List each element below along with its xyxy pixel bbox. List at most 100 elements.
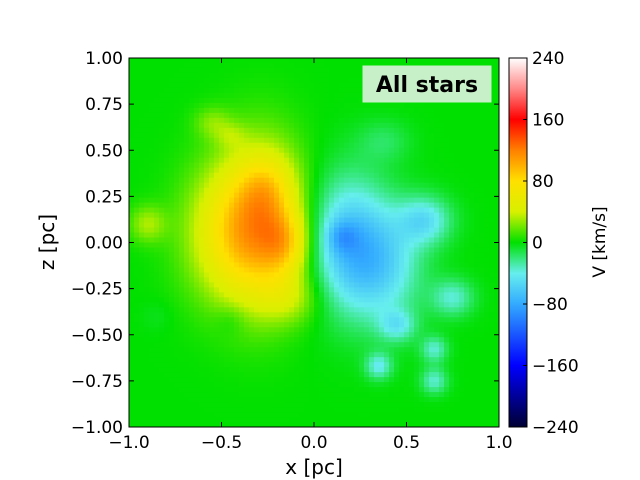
heatmap-cell xyxy=(369,222,375,229)
heatmap-cell xyxy=(149,307,155,313)
heatmap-cell xyxy=(154,417,160,423)
heatmap-cell xyxy=(299,302,305,308)
heatmap-cell xyxy=(429,132,435,139)
heatmap-cell xyxy=(169,287,175,293)
heatmap-cell xyxy=(384,342,390,348)
heatmap-cell xyxy=(394,327,400,333)
heatmap-cell xyxy=(199,227,205,234)
heatmap-cell xyxy=(284,87,290,94)
heatmap-cell xyxy=(439,382,445,388)
heatmap-cell xyxy=(419,237,425,244)
heatmap-cell xyxy=(189,372,195,378)
heatmap-cell xyxy=(294,67,300,74)
heatmap-cell xyxy=(359,177,365,184)
heatmap-cell xyxy=(274,292,280,298)
heatmap-cell xyxy=(129,317,135,323)
heatmap-cell xyxy=(244,172,250,179)
heatmap-cell xyxy=(214,152,220,159)
heatmap-cell xyxy=(399,267,405,274)
heatmap-cell xyxy=(364,377,370,383)
heatmap-cell xyxy=(224,242,230,249)
heatmap-cell xyxy=(249,287,255,293)
heatmap-cell xyxy=(294,197,300,204)
heatmap-cell xyxy=(379,342,385,348)
heatmap-cell xyxy=(324,302,330,308)
heatmap-cell xyxy=(444,267,450,274)
heatmap-cell xyxy=(264,202,270,209)
heatmap-cell xyxy=(284,257,290,264)
heatmap-cell xyxy=(404,377,410,383)
heatmap-cell xyxy=(359,317,365,323)
heatmap-cell xyxy=(179,222,185,229)
heatmap-cell xyxy=(199,372,205,378)
heatmap-cell xyxy=(459,107,465,114)
heatmap-cell xyxy=(459,132,465,139)
heatmap-cell xyxy=(244,142,250,149)
heatmap-cell xyxy=(244,167,250,174)
heatmap-cell xyxy=(209,157,215,164)
heatmap-cell xyxy=(464,157,470,164)
heatmap-cell xyxy=(159,202,165,209)
heatmap-cell xyxy=(454,217,460,224)
heatmap-cell xyxy=(174,82,180,89)
heatmap-cell xyxy=(379,102,385,109)
heatmap-cell xyxy=(269,372,275,378)
heatmap-cell xyxy=(389,277,395,283)
heatmap-cell xyxy=(344,77,350,84)
heatmap-cell xyxy=(429,397,435,403)
heatmap-cell xyxy=(134,322,140,328)
heatmap-cell xyxy=(159,277,165,283)
heatmap-cell xyxy=(399,237,405,244)
heatmap-cell xyxy=(399,352,405,358)
heatmap-cell xyxy=(299,362,305,368)
heatmap-cell xyxy=(199,202,205,209)
heatmap-cell xyxy=(184,77,190,84)
heatmap-cell xyxy=(274,397,280,403)
heatmap-cell xyxy=(349,342,355,348)
heatmap-cell xyxy=(429,367,435,373)
heatmap-cell xyxy=(144,317,150,323)
heatmap-cell xyxy=(374,332,380,338)
heatmap-cell xyxy=(204,67,210,74)
heatmap-cell xyxy=(364,147,370,154)
heatmap-cell xyxy=(369,367,375,373)
heatmap-cell xyxy=(249,332,255,338)
heatmap-cell xyxy=(134,212,140,219)
heatmap-cell xyxy=(269,77,275,84)
heatmap-cell xyxy=(444,257,450,264)
heatmap-cell xyxy=(264,317,270,323)
heatmap-cell xyxy=(449,58,455,64)
heatmap-cell xyxy=(449,167,455,174)
heatmap-cell xyxy=(169,197,175,204)
heatmap-cell xyxy=(339,407,345,413)
heatmap-cell xyxy=(209,112,215,119)
heatmap-cell xyxy=(364,317,370,323)
heatmap-cell xyxy=(159,82,165,89)
heatmap-cell xyxy=(269,157,275,164)
heatmap-cell xyxy=(214,257,220,264)
heatmap-cell xyxy=(139,137,145,144)
heatmap-cell xyxy=(299,77,305,84)
heatmap-cell xyxy=(449,402,455,408)
heatmap-cell xyxy=(224,147,230,154)
heatmap-cell xyxy=(279,422,285,427)
heatmap-cell xyxy=(334,227,340,234)
heatmap-cell xyxy=(419,422,425,427)
heatmap-cell xyxy=(154,347,160,353)
heatmap-cell xyxy=(164,312,170,318)
heatmap-cell xyxy=(199,392,205,398)
heatmap-cell xyxy=(179,182,185,189)
heatmap-cell xyxy=(289,262,295,269)
heatmap-cell xyxy=(464,58,470,64)
heatmap-cell xyxy=(219,377,225,383)
heatmap-cell xyxy=(289,312,295,318)
heatmap-cell xyxy=(424,247,430,254)
heatmap-cell xyxy=(254,397,260,403)
heatmap-cell xyxy=(304,137,310,144)
heatmap-cell xyxy=(404,137,410,144)
heatmap-cell xyxy=(444,187,450,194)
heatmap-cell xyxy=(324,422,330,427)
heatmap-cell xyxy=(364,407,370,413)
heatmap-cell xyxy=(239,382,245,388)
heatmap-cell xyxy=(294,377,300,383)
